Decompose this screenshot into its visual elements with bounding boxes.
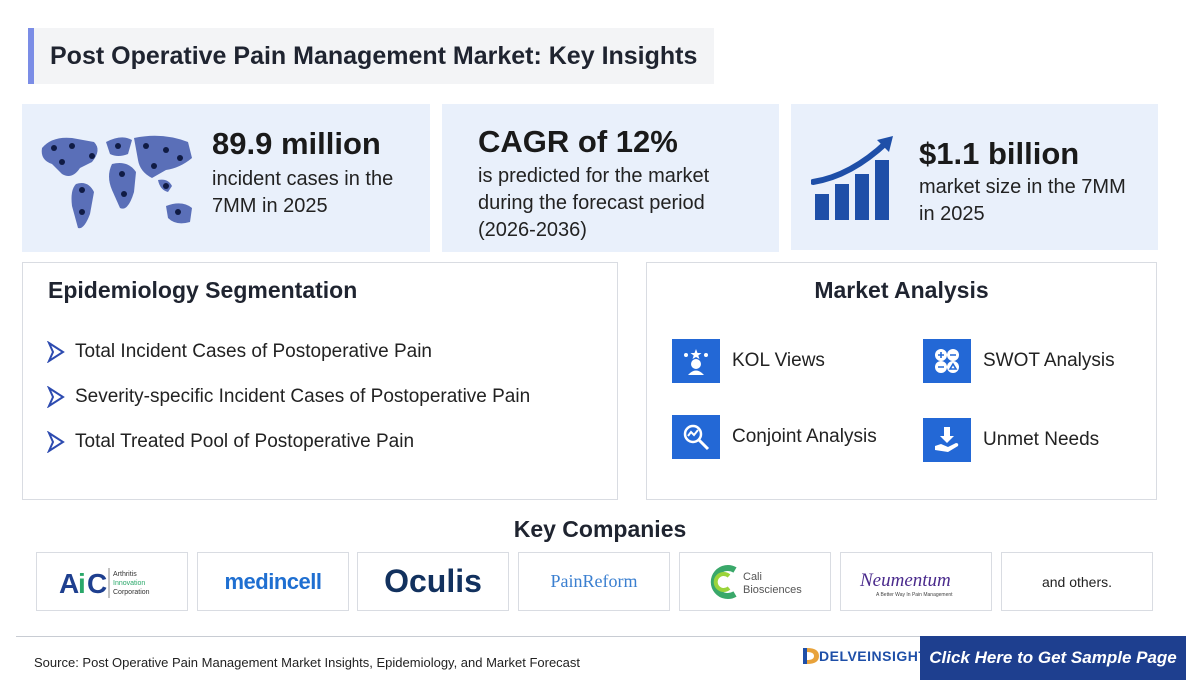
market-item-conjoint: Conjoint Analysis [672,415,877,459]
stat-value: 89.9 million [212,126,381,161]
delveinsight-icon [803,648,819,664]
epidemiology-panel: Epidemiology Segmentation Total Incident… [22,262,618,500]
svg-text:C: C [87,568,107,599]
company-logo-neumentum: Neumentum A Better Way In Pain Managemen… [840,552,992,611]
stat-value: CAGR of 12% [478,124,678,159]
sample-page-button[interactable]: Click Here to Get Sample Page [920,636,1186,680]
svg-text:Biosciences: Biosciences [743,584,802,596]
conjoint-analysis-icon [672,415,720,459]
market-item-label: Unmet Needs [983,429,1100,450]
epidemiology-list: Total Incident Cases of Postoperative Pa… [45,329,530,464]
delveinsight-wordmark: DELVEINSIGHT [819,648,928,664]
cali-logo: Cali Biosciences [710,564,802,599]
market-item-swot: SWOT Analysis [923,339,1115,383]
list-item-label: Total Treated Pool of Postoperative Pain [75,430,415,452]
oculis-logo-text: Oculis [384,563,482,599]
svg-text:Innovation: Innovation [113,580,145,587]
company-logo-painreform: PainReform [518,552,670,611]
stat-caption: is predicted for the market during the f… [478,165,710,241]
chevron-right-icon [47,340,65,363]
epidemiology-heading: Epidemiology Segmentation [48,277,358,303]
market-item-label: SWOT Analysis [983,350,1115,371]
market-item-label: KOL Views [732,350,825,371]
company-others: and others. [1001,552,1153,611]
world-map-people-icon [41,135,192,229]
company-logo-aic: A i C Arthritis Innovation Corporation [36,552,188,611]
painreform-logo-text: PainReform [550,571,638,591]
market-item-unmet-needs: Unmet Needs [923,418,1099,462]
footer-divider [16,636,1184,637]
list-item: Total Incident Cases of Postoperative Pa… [45,329,530,374]
delveinsight-logo: DELVEINSIGHT [803,646,927,666]
svg-text:i: i [78,568,86,599]
list-item-label: Total Incident Cases of Postoperative Pa… [75,340,432,362]
market-analysis-heading: Market Analysis [814,277,989,303]
svg-text:Cali: Cali [743,571,762,583]
others-label: and others. [1041,573,1113,590]
stat-caption: market size in the 7MM in 2025 [919,176,1126,225]
company-logo-medincell: medincell [197,552,349,611]
swot-icon [923,339,971,383]
market-item-kol-views: KOL Views [672,339,825,383]
growth-chart-icon [811,136,893,220]
market-item-label: Conjoint Analysis [732,426,877,447]
stat-card-incident-cases: 89.9 million incident cases in the 7MM i… [22,104,430,252]
svg-text:A: A [59,568,79,599]
cta-label: Click Here to Get Sample Page [929,648,1177,667]
neumentum-logo: Neumentum A Better Way In Pain Managemen… [859,570,953,598]
stat-card-cagr: CAGR of 12% is predicted for the market … [442,104,779,252]
list-item: Severity-specific Incident Cases of Post… [45,374,530,419]
chevron-right-icon [47,430,65,453]
chevron-right-icon [47,385,65,408]
title-bar: Post Operative Pain Management Market: K… [28,28,714,84]
page-title: Post Operative Pain Management Market: K… [50,41,698,70]
source-text: Source: Post Operative Pain Management M… [34,655,581,670]
svg-text:Neumentum: Neumentum [859,570,951,591]
stat-caption: incident cases in the 7MM in 2025 [212,168,394,217]
list-item: Total Treated Pool of Postoperative Pain [45,419,530,464]
medincell-logo-text: medincell [224,568,322,594]
svg-text:A Better Way In Pain Managemen: A Better Way In Pain Management [876,592,953,598]
list-item-label: Severity-specific Incident Cases of Post… [75,385,531,407]
kol-views-icon [672,339,720,383]
stat-value: $1.1 billion [919,136,1080,171]
key-companies-heading: Key Companies [513,516,687,542]
svg-text:Arthritis: Arthritis [113,571,137,578]
company-logo-oculis: Oculis [357,552,509,611]
stat-card-market-size: $1.1 billion market size in the 7MM in 2… [791,104,1158,250]
svg-text:Corporation: Corporation [113,589,150,596]
company-logo-cali: Cali Biosciences [679,552,831,611]
aic-logo: A i C Arthritis Innovation Corporation [59,567,150,599]
unmet-needs-icon [923,418,971,462]
market-analysis-panel: Market Analysis KOL Views SWOT Analysis … [646,262,1157,500]
